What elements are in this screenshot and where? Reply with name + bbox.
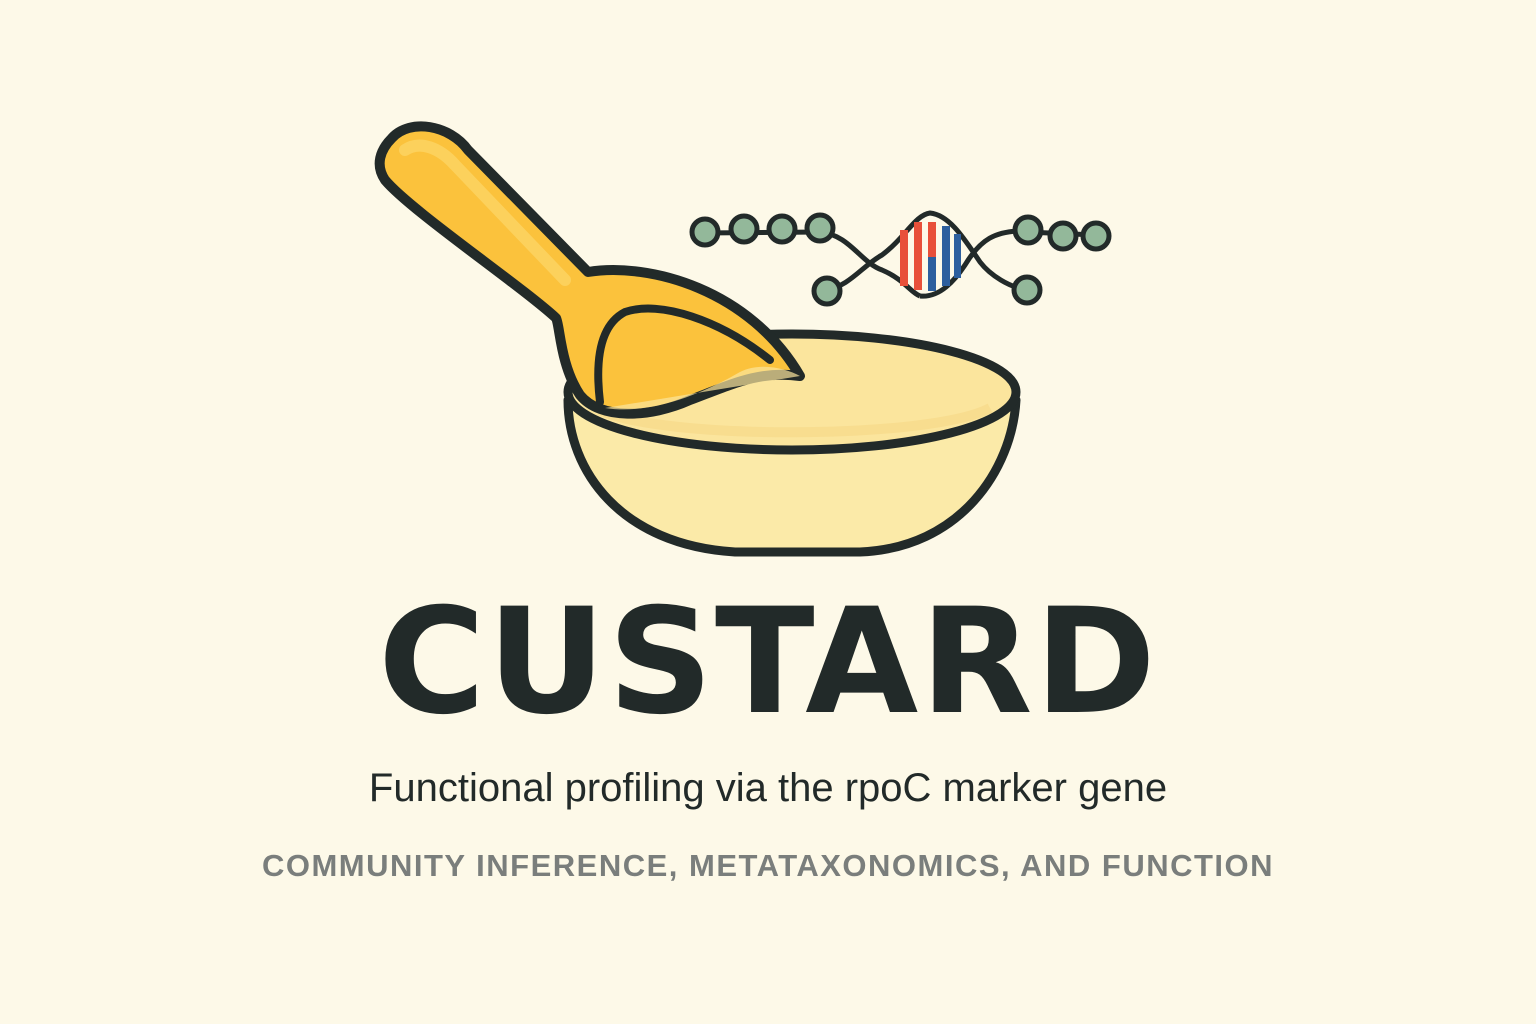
app-title: CUSTARD — [378, 577, 1158, 747]
spoon-icon — [374, 121, 805, 419]
dna-base-pairs — [900, 222, 961, 291]
app-tagline: COMMUNITY INFERENCE, METATAXONOMICS, AND… — [261, 848, 1275, 883]
custard-logo-icon — [374, 121, 1112, 557]
dna-nodes — [689, 212, 1112, 307]
app-subtitle: Functional profiling via the rpoC marker… — [368, 766, 1168, 810]
